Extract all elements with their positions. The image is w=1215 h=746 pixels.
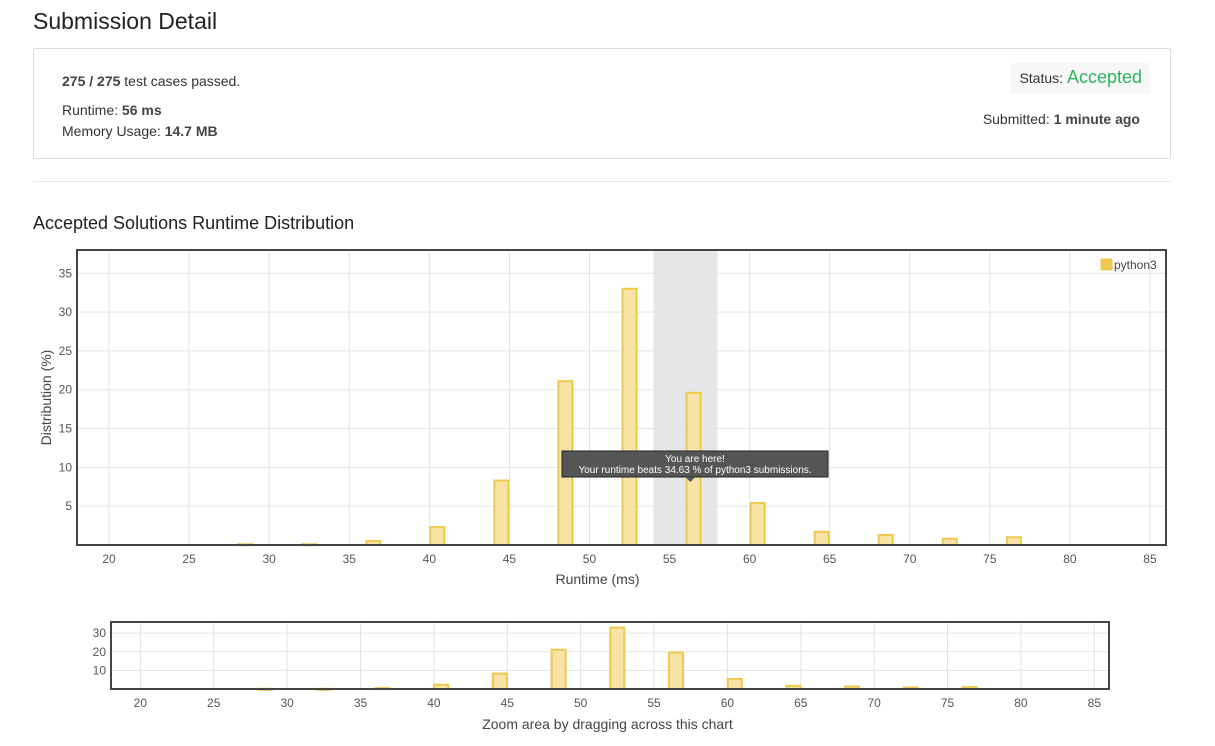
status-box: Status: Accepted [1011,63,1150,94]
status-value[interactable]: Accepted [1066,67,1142,87]
zoom-x-tick-label: 35 [354,696,368,710]
x-tick-label: 25 [182,552,196,566]
y-tick-label: 10 [59,460,73,474]
zoom-y-tick-label: 10 [93,663,107,677]
zoom-x-tick-label: 40 [427,696,441,710]
zoom-x-tick-label: 55 [647,696,661,710]
x-tick-label: 65 [823,552,837,566]
test-cases-suffix: test cases passed. [124,73,241,89]
runtime-line: Runtime: 56 ms [62,102,162,118]
zoom-bar-48.5 [550,648,567,690]
zoom-x-tick-label: 30 [280,696,294,710]
x-tick-label: 60 [743,552,757,566]
x-tick-label: 35 [343,552,357,566]
y-tick-label: 5 [65,499,72,513]
x-tick-label: 40 [423,552,437,566]
x-tick-label: 30 [262,552,276,566]
zoom-caption: Zoom area by dragging across this chart [482,716,733,732]
plot-frame [76,249,1167,546]
zoom-x-tick-label: 75 [941,696,955,710]
runtime-label: Runtime: [62,102,119,118]
x-tick-label: 85 [1143,552,1157,566]
zoom-frame [110,621,1110,690]
zoom-y-tick-label: 20 [93,645,107,659]
zoom-x-tick-label: 25 [207,696,221,710]
runtime-distribution-chart[interactable]: 20 25 30 35 40 45 50 55 60 65 70 75 80 85 5 10 15 20 25 30 3… [0,240,1215,595]
submitted-value: 1 minute ago [1053,111,1140,127]
y-tick-label: 30 [59,305,73,319]
zoom-bar-52.5 [609,626,626,691]
submitted-line: Submitted: 1 minute ago [983,111,1140,127]
y-axis-title: Distribution (%) [38,350,54,446]
page-title: Submission Detail [33,8,218,34]
y-tick-label: 20 [59,383,73,397]
zoom-x-tick-label: 70 [867,696,881,710]
zoom-bar-56.5 [668,651,685,690]
x-tick-label: 45 [503,552,517,566]
zoom-bar-44.5 [491,672,508,690]
submitted-label: Submitted: [982,111,1050,127]
zoom-y-tick-label: 30 [93,626,107,640]
bar-40.5 [429,526,446,547]
x-tick-label: 75 [983,552,997,566]
x-tick-label: 80 [1063,552,1077,566]
zoom-x-tick-label: 50 [574,696,588,710]
memory-label: Memory Usage: [62,123,161,139]
bar-44.5 [493,479,510,547]
legend-swatch [1100,258,1113,271]
status-label: Status: [1019,70,1064,86]
your-runtime-highlight [653,250,718,545]
zoom-x-tick-label: 80 [1014,696,1028,710]
test-cases-line: 275 / 275 test cases passed. [62,73,240,89]
bar-60.5 [749,502,766,546]
y-tick-label: 25 [59,344,73,358]
y-tick-label: 15 [59,422,73,436]
zoom-x-tick-label: 45 [501,696,515,710]
memory-line: Memory Usage: 14.7 MB [62,123,218,139]
zoom-x-tick-label: 85 [1088,696,1102,710]
runtime-value: 56 ms [121,102,162,118]
y-tick-label: 35 [59,266,73,280]
tooltip-pointer [685,477,696,482]
zoom-x-tick-label: 60 [721,696,735,710]
x-tick-label: 55 [663,552,677,566]
legend-label: python3 [1114,258,1157,272]
x-tick-label: 70 [903,552,917,566]
tooltip-line-1: You are here! [665,454,725,465]
submission-summary-card: 275 / 275 test cases passed. Runtime: 56… [33,48,1171,159]
zoom-x-tick-label: 65 [794,696,808,710]
bar-76.5 [1005,536,1022,547]
bar-68.5 [877,533,894,547]
x-axis-title: Runtime (ms) [555,571,639,587]
memory-value: 14.7 MB [164,123,218,139]
divider [33,181,1171,182]
zoom-navigator-chart[interactable]: 20 25 30 35 40 45 50 55 60 65 70 75 80 85 10 20 30 [0,612,1215,712]
x-tick-label: 20 [102,552,116,566]
bar-52.5 [621,287,638,546]
bar-64.5 [813,530,830,547]
section-title: Accepted Solutions Runtime Distribution [33,213,355,233]
tooltip-line-2: Your runtime beats 34.63 % of python3 su… [578,465,811,476]
x-tick-label: 50 [583,552,597,566]
zoom-x-tick-label: 20 [134,696,148,710]
test-cases-count: 275 / 275 [62,73,121,89]
zoom-bar-60.5 [726,677,743,690]
